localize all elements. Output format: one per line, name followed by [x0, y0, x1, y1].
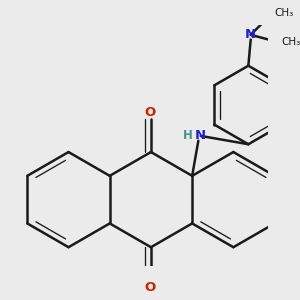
Text: N: N — [195, 129, 206, 142]
Text: CH₃: CH₃ — [282, 38, 300, 47]
Text: O: O — [144, 280, 155, 294]
Text: CH₃: CH₃ — [274, 8, 293, 18]
Text: H: H — [183, 129, 193, 142]
Text: N: N — [245, 28, 256, 41]
Text: O: O — [144, 106, 155, 119]
